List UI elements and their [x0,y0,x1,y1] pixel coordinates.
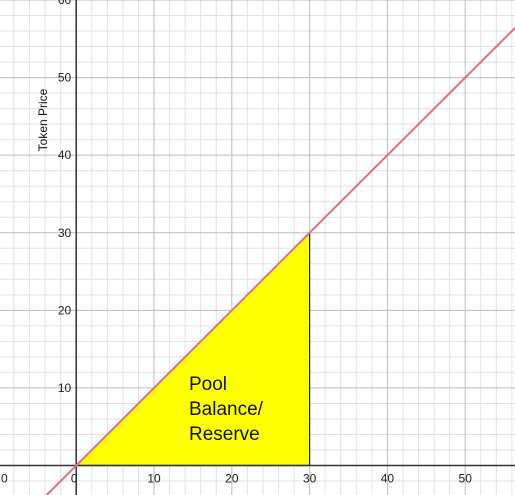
y-tick-label: 60 [58,0,72,7]
y-tick-label: 30 [58,226,72,240]
x-tick-labels: 0 10 20 30 40 50 0 [1,472,472,486]
region-label-line-2: Balance/ [189,399,264,420]
region-label: Pool Balance/ Reserve [189,374,268,445]
series-lines [45,27,515,495]
series-line-0 [45,27,515,495]
y-axis-label: Token Price [36,88,50,151]
y-tick-label: 50 [58,71,72,85]
x-tick-label: 30 [303,472,317,486]
region-label-line-1: Pool [189,374,227,395]
y-tick-label: 10 [58,381,72,395]
y-tick-labels: 10 20 30 40 50 60 [58,0,72,395]
y-tick-label: 20 [58,303,72,317]
x-tick-label: 10 [147,472,161,486]
y-tick-label: 40 [58,148,72,162]
x-tick-label: 20 [225,472,239,486]
x-tick-label: 0 [71,472,78,486]
x-tick-label-edge: 0 [1,472,8,486]
region-label-line-3: Reserve [189,424,260,445]
x-tick-label: 40 [381,472,395,486]
x-tick-label: 50 [459,472,473,486]
